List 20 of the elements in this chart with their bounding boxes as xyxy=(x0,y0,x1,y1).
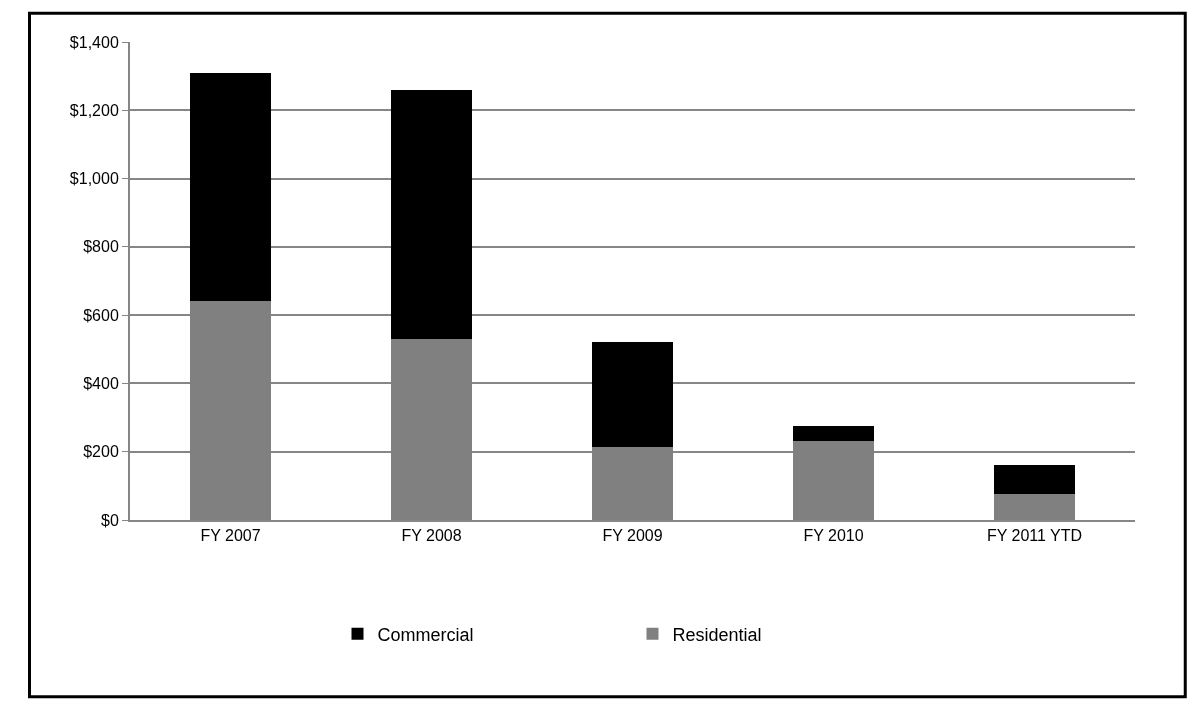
bar xyxy=(391,89,472,340)
y-tick-label: $1,400 xyxy=(69,33,119,51)
x-tick-label: FY 2010 xyxy=(803,527,864,545)
y-tick-label: $200 xyxy=(83,443,119,461)
bar xyxy=(793,426,874,442)
y-tick-label: $0 xyxy=(101,511,119,529)
x-tick-label: FY 2011 YTD xyxy=(986,527,1083,545)
x-tick-label: FY 2008 xyxy=(401,527,462,545)
legend-label: Commercial xyxy=(377,624,474,645)
y-tick-label: $1,200 xyxy=(69,101,119,119)
bar xyxy=(190,72,271,302)
legend-label: Residential xyxy=(672,624,762,645)
x-tick-label: FY 2009 xyxy=(602,527,663,545)
y-tick-label: $800 xyxy=(83,238,119,256)
bar xyxy=(592,342,673,447)
y-tick-label: $1,000 xyxy=(69,170,119,188)
bar xyxy=(994,465,1075,495)
y-tick-label: $400 xyxy=(83,375,119,393)
y-tick-label: $600 xyxy=(83,306,119,324)
x-tick-label: FY 2007 xyxy=(200,527,261,545)
